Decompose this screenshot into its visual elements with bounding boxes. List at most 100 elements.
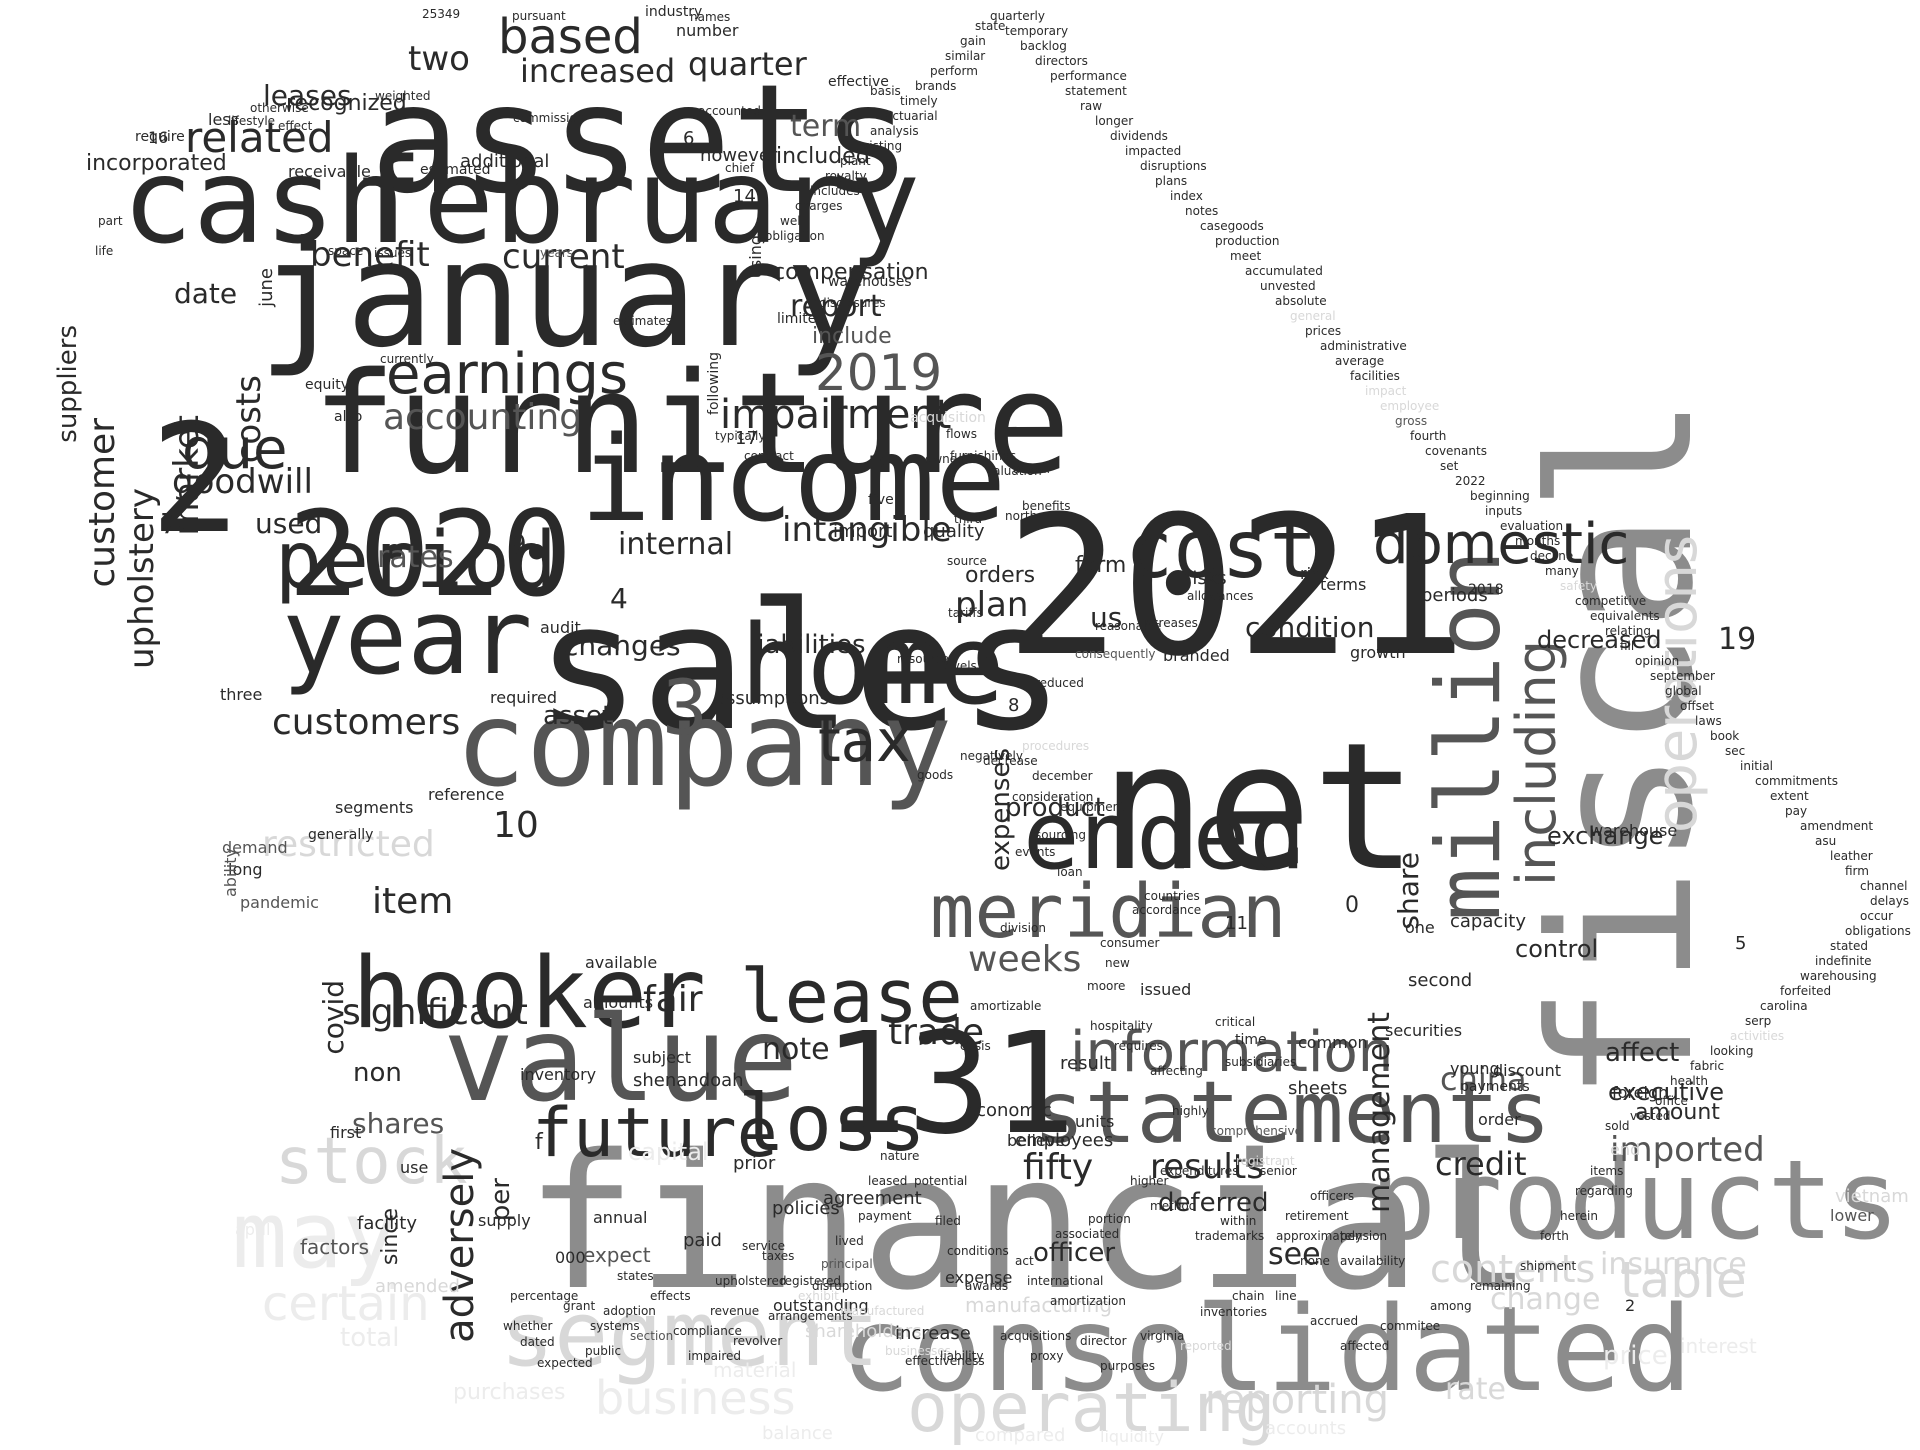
word-impairment: impairment xyxy=(720,392,952,438)
word-results: results xyxy=(1150,1147,1264,1187)
word-brands: brands xyxy=(915,79,957,93)
word-receivable: receivable xyxy=(288,162,371,181)
word-firm: firm xyxy=(1845,864,1869,878)
word-acquisitions: acquisitions xyxy=(1000,1329,1072,1343)
word-accrued: accrued xyxy=(1310,1314,1359,1328)
word-trade: trade xyxy=(888,1012,984,1053)
word-report: report xyxy=(790,289,882,324)
word-industry: industry xyxy=(645,4,703,20)
word-amortizable: amortizable xyxy=(970,999,1042,1013)
word-goodwill: goodwill xyxy=(172,462,313,502)
word-limited: limited xyxy=(777,311,826,327)
word-orders: orders xyxy=(965,563,1036,588)
word-sec: sec xyxy=(1725,744,1746,758)
word-remaining: remaining xyxy=(1470,1279,1531,1293)
word-recognized: recognized xyxy=(286,91,407,116)
word-also: also xyxy=(334,409,363,425)
word-3: 3 xyxy=(662,663,708,752)
word-consolidated: consolidated xyxy=(840,1280,1693,1418)
word-end: end xyxy=(1610,1140,1641,1159)
word-certain: certain xyxy=(262,1276,430,1332)
word-17: 17 xyxy=(735,428,758,449)
word-additional: additional xyxy=(460,151,550,172)
word-subject: subject xyxy=(633,1048,691,1067)
word-chief: chief xyxy=(725,161,755,175)
word-employees: employees xyxy=(1015,1130,1114,1151)
word-potential: potential xyxy=(914,1174,968,1188)
word-september: september xyxy=(1650,669,1715,683)
word-pension: pension xyxy=(1340,1229,1388,1243)
word-manufacturing: manufacturing xyxy=(965,1293,1113,1317)
word-longer: longer xyxy=(1095,114,1134,128)
word-virginia: virginia xyxy=(1140,1329,1185,1343)
word-consideration: consideration xyxy=(1012,790,1094,804)
word-trademarks: trademarks xyxy=(1195,1229,1265,1243)
word-rates: rates xyxy=(377,540,454,575)
word-furniture: furniture xyxy=(312,343,1071,506)
word-import: import xyxy=(833,521,893,542)
word-extent: extent xyxy=(1770,789,1809,803)
word-serp: serp xyxy=(1745,1014,1772,1028)
word-plan: plan xyxy=(955,585,1029,625)
word-home: home xyxy=(740,601,1005,729)
word-securities: securities xyxy=(1385,1021,1463,1040)
word-exhibit: exhibit xyxy=(798,1289,839,1303)
word-consumer: consumer xyxy=(1100,936,1160,950)
word-paid: paid xyxy=(683,1230,722,1251)
word-laws: laws xyxy=(1695,714,1722,728)
word-current: current xyxy=(502,237,625,277)
word-rate: rate xyxy=(1445,1372,1506,1407)
word-balance: balance xyxy=(762,1423,833,1444)
word-regarding: regarding xyxy=(1575,1184,1633,1198)
word-agreement: agreement xyxy=(823,1188,922,1209)
word-increases: increases xyxy=(1141,616,1198,630)
word-use: use xyxy=(400,1158,429,1177)
word-hooker: hooker xyxy=(352,937,707,1051)
word-absolute: absolute xyxy=(1275,294,1327,308)
word-effect: effect xyxy=(278,119,313,133)
word-demand: demand xyxy=(222,838,288,857)
word-meridian: meridian xyxy=(930,869,1287,955)
word-7: 7 xyxy=(160,507,178,540)
word-occur: occur xyxy=(1860,909,1894,923)
word-capital: capital xyxy=(628,1138,709,1166)
word-customer: customer xyxy=(82,418,123,588)
word-management: management xyxy=(1362,1012,1397,1213)
word-act: act xyxy=(1015,1254,1034,1268)
word-2: 2 xyxy=(1625,1296,1636,1315)
word-registrant: registrant xyxy=(1236,1154,1295,1168)
word-insurance: insurance xyxy=(1600,1247,1747,1282)
word-2019: 2019 xyxy=(815,344,943,402)
word-initial: initial xyxy=(1740,759,1773,773)
word-item: item xyxy=(372,881,454,922)
word-000: 000 xyxy=(555,1248,586,1267)
word-set: set xyxy=(1440,459,1459,473)
word-states: states xyxy=(617,1269,654,1283)
word-control: control xyxy=(1515,935,1599,963)
word-upholstered: upholstered xyxy=(715,1274,787,1288)
word-beginning: beginning xyxy=(1470,489,1530,503)
word-herein: herein xyxy=(1560,1209,1598,1223)
word-2022: 2022 xyxy=(1455,474,1486,488)
word-non: non xyxy=(353,1058,402,1088)
word-items: items xyxy=(1590,1164,1624,1178)
word-months: months xyxy=(1515,534,1561,548)
word-foreign: foreign xyxy=(1612,1083,1669,1102)
word-decrease: decrease xyxy=(983,754,1038,768)
word-opinion: opinion xyxy=(1635,654,1680,668)
word-restricted: restricted xyxy=(262,824,435,865)
word-total: total xyxy=(340,1323,400,1353)
word-actual: actual xyxy=(1013,462,1050,476)
word-many: many xyxy=(1545,564,1579,578)
word-competitive: competitive xyxy=(1575,594,1647,608)
word-unvested: unvested xyxy=(1260,279,1316,293)
word-public: public xyxy=(585,1344,622,1358)
word-estimates: estimates xyxy=(613,314,673,328)
word-fair: fair xyxy=(643,979,703,1020)
word-liability: liability xyxy=(940,1349,984,1363)
word-june: june xyxy=(256,268,277,307)
word-6: 6 xyxy=(683,128,695,149)
word-shareholders: shareholders xyxy=(805,1321,922,1342)
word-accumulated: accumulated xyxy=(1245,264,1323,278)
word-internal: internal xyxy=(618,527,734,562)
